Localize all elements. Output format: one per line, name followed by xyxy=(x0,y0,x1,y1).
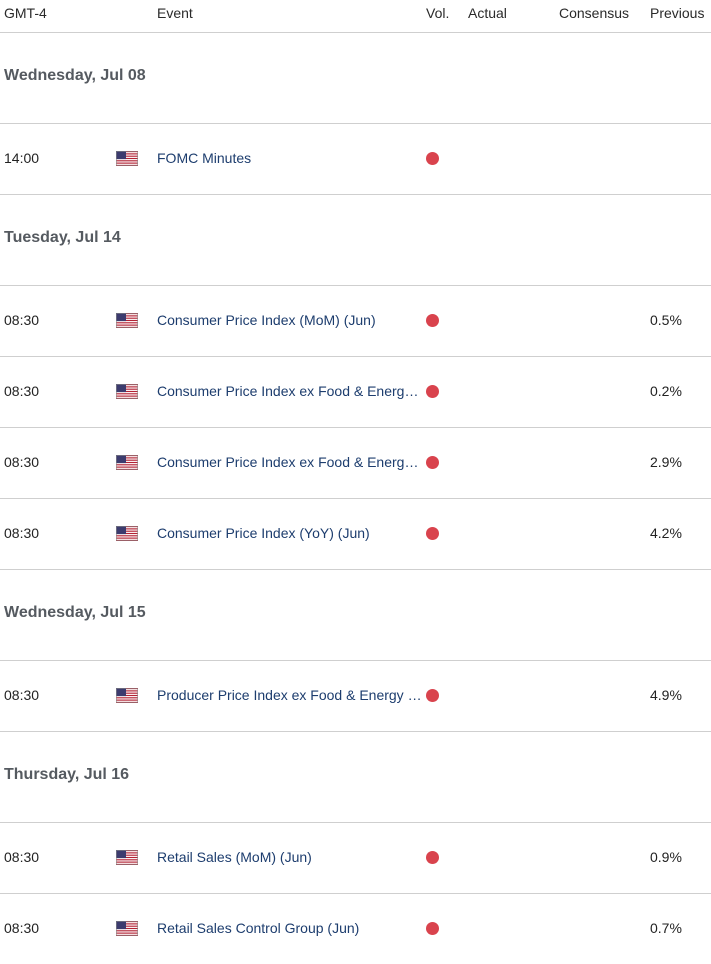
event-row[interactable]: 08:30 Retail Sales Control Group (Jun) 0.7… xyxy=(0,894,711,964)
event-row[interactable]: 08:30 Producer Price Index ex Food & Ener… xyxy=(0,661,711,732)
day-label: Thursday, Jul 16 xyxy=(4,766,130,783)
us-flag-icon xyxy=(116,526,138,541)
day-group-header: Wednesday, Jul 08 xyxy=(0,33,711,124)
event-time: 08:30 xyxy=(4,525,40,541)
event-name-link[interactable]: Retail Sales (MoM) (Jun) xyxy=(157,849,312,865)
event-time: 08:30 xyxy=(4,687,40,703)
high-volatility-icon xyxy=(426,456,439,469)
event-time: 08:30 xyxy=(4,454,40,470)
day-label: Wednesday, Jul 08 xyxy=(4,67,146,84)
event-name-link[interactable]: Producer Price Index ex Food & Energy (Y… xyxy=(157,687,423,703)
actual-column-header: Actual xyxy=(468,5,507,21)
event-name-link[interactable]: FOMC Minutes xyxy=(157,150,252,166)
event-name-link[interactable]: Consumer Price Index (MoM) (Jun) xyxy=(157,312,376,328)
event-time: 08:30 xyxy=(4,920,40,936)
previous-value: 4.9% xyxy=(650,687,682,703)
previous-value: 0.9% xyxy=(650,849,682,865)
us-flag-icon xyxy=(116,850,138,865)
day-group-header: Thursday, Jul 16 xyxy=(0,732,711,823)
previous-value: 2.9% xyxy=(650,454,682,470)
previous-value: 0.2% xyxy=(650,383,682,399)
us-flag-icon xyxy=(116,455,138,470)
us-flag-icon xyxy=(116,313,138,328)
consensus-column-header: Consensus xyxy=(559,5,630,21)
high-volatility-icon xyxy=(426,152,439,165)
calendar-list: Wednesday, Jul 08 14:00 FOMC Minutes Tuesda… xyxy=(0,33,711,964)
day-label: Tuesday, Jul 14 xyxy=(4,229,121,246)
high-volatility-icon xyxy=(426,689,439,702)
day-label: Wednesday, Jul 15 xyxy=(4,604,146,621)
high-volatility-icon xyxy=(426,851,439,864)
us-flag-icon xyxy=(116,921,138,936)
event-row[interactable]: 08:30 Consumer Price Index ex Food & Ener… xyxy=(0,428,711,499)
previous-value: 4.2% xyxy=(650,525,682,541)
us-flag-icon xyxy=(116,688,138,703)
event-time: 14:00 xyxy=(4,150,40,166)
event-row[interactable]: 08:30 Consumer Price Index (YoY) (Jun) 4.2… xyxy=(0,499,711,570)
event-row[interactable]: 08:30 Consumer Price Index (MoM) (Jun) 0.5… xyxy=(0,286,711,357)
event-name-link[interactable]: Consumer Price Index (YoY) (Jun) xyxy=(157,525,370,541)
us-flag-icon xyxy=(116,151,138,166)
event-name-link[interactable]: Retail Sales Control Group (Jun) xyxy=(157,920,360,936)
event-column-header: Event xyxy=(157,5,193,21)
event-name-link[interactable]: Consumer Price Index ex Food & Energy (M… xyxy=(157,383,423,399)
table-header: GMT-4 Event Vol. Actual Consensus Previo… xyxy=(0,0,711,33)
event-row[interactable]: 14:00 FOMC Minutes xyxy=(0,124,711,195)
previous-value: 0.5% xyxy=(650,312,682,328)
event-row[interactable]: 08:30 Retail Sales (MoM) (Jun) 0.9% xyxy=(0,823,711,894)
event-name-link[interactable]: Consumer Price Index ex Food & Energy (Y… xyxy=(157,454,423,470)
us-flag-icon xyxy=(116,384,138,399)
high-volatility-icon xyxy=(426,527,439,540)
previous-column-header: Previous xyxy=(650,5,705,21)
high-volatility-icon xyxy=(426,922,439,935)
event-time: 08:30 xyxy=(4,312,40,328)
high-volatility-icon xyxy=(426,314,439,327)
previous-value: 0.7% xyxy=(650,920,682,936)
timezone-header[interactable]: GMT-4 xyxy=(4,5,47,21)
event-time: 08:30 xyxy=(4,849,40,865)
event-row[interactable]: 08:30 Consumer Price Index ex Food & Ener… xyxy=(0,357,711,428)
high-volatility-icon xyxy=(426,385,439,398)
volatility-column-header: Vol. xyxy=(426,5,450,21)
day-group-header: Tuesday, Jul 14 xyxy=(0,195,711,286)
event-time: 08:30 xyxy=(4,383,40,399)
day-group-header: Wednesday, Jul 15 xyxy=(0,570,711,661)
